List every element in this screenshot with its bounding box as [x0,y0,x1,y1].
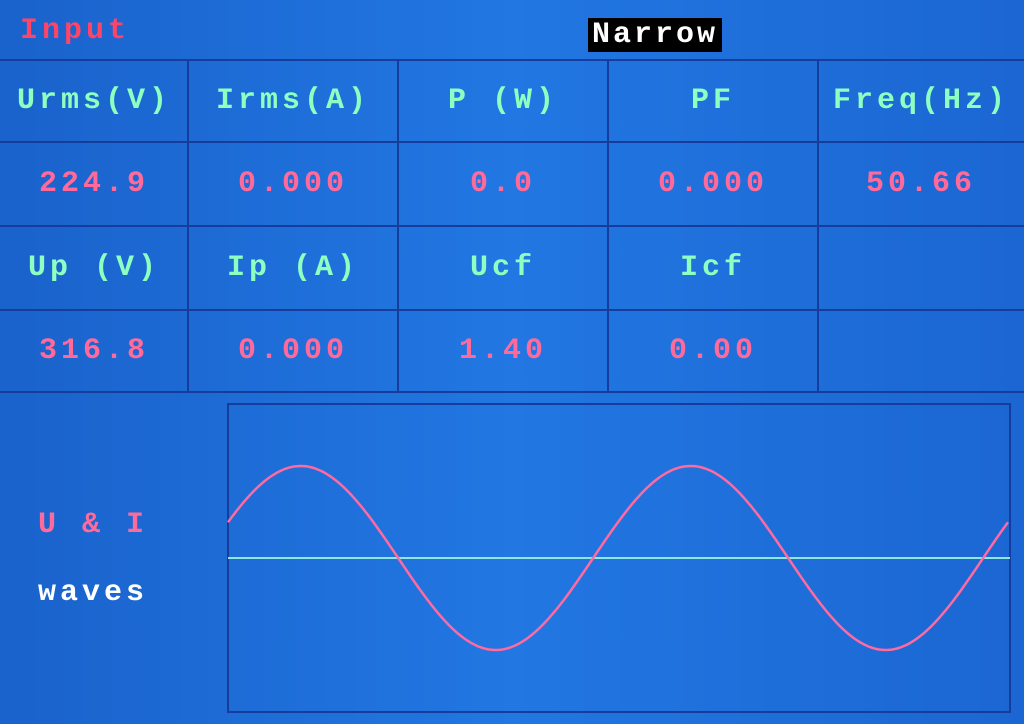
reading-value: 316.8 [38,334,149,368]
reading-value: 0.000 [657,167,768,201]
input-label: Input [20,14,131,48]
reading-value: 0.000 [237,334,348,368]
column-header: Ip (A) [226,251,360,285]
mode-label: Narrow [588,18,723,52]
waves-label: U & I [38,508,149,542]
column-header: Irms(A) [215,84,371,118]
column-header: Ucf [469,251,536,285]
reading-value: 0.00 [668,334,757,368]
reading-value: 50.66 [865,167,976,201]
column-header: Up (V) [27,251,161,285]
wave-trace [226,464,1010,652]
column-header: PF [690,84,735,118]
reading-value: 0.0 [469,167,536,201]
column-header: Urms(V) [16,84,172,118]
reading-value: 1.40 [458,334,547,368]
reading-value: 224.9 [38,167,149,201]
waves-label: waves [38,576,149,610]
table-grid [0,59,1024,393]
column-header: Freq(Hz) [832,84,1010,118]
column-header: P (W) [447,84,558,118]
reading-value: 0.000 [237,167,348,201]
column-header: Icf [679,251,746,285]
